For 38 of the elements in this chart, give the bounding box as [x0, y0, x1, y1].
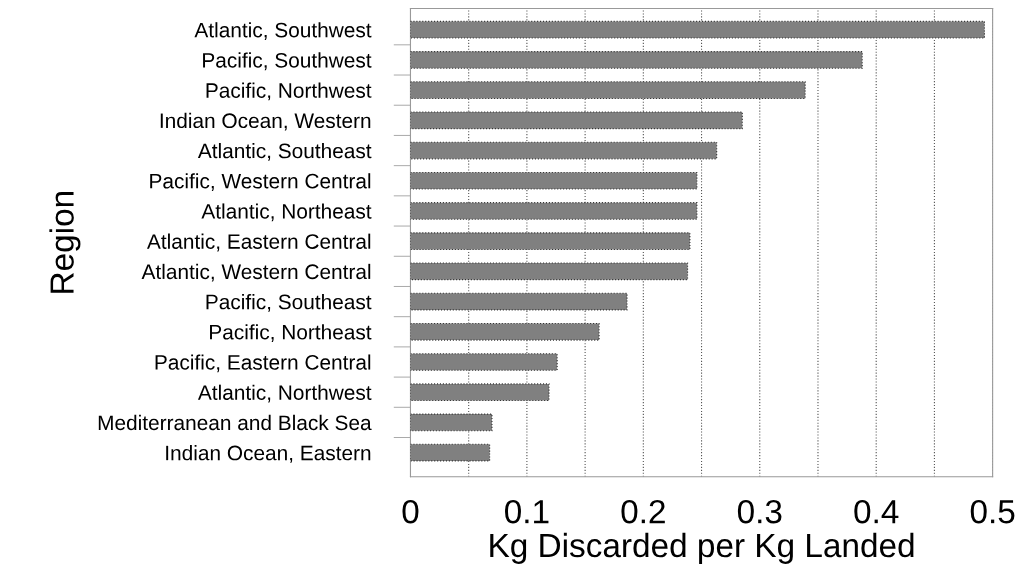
bar [410, 51, 863, 69]
y-tick-label: Pacific, Southeast [206, 294, 372, 312]
bar [410, 292, 628, 311]
y-tick-label: Indian Ocean, Eastern [166, 445, 371, 463]
x-tick-label: 0.4 [854, 499, 899, 524]
x-tick-label: 0.5 [970, 499, 1015, 524]
x-tick-label: 0.3 [737, 499, 782, 524]
x-tick-label: 0.1 [505, 499, 549, 524]
y-tick-label: Mediterranean and Black Sea [98, 414, 372, 431]
bar [410, 141, 718, 160]
y-tick-label: Pacific, Western Central [150, 173, 371, 191]
bar [410, 171, 698, 190]
bar [410, 81, 806, 99]
bar [410, 111, 743, 130]
x-tick-label: 0.2 [621, 499, 665, 524]
y-tick-label: Atlantic, Northwest [197, 384, 372, 403]
y-tick-label: Indian Ocean, Western [160, 112, 371, 131]
bar [410, 383, 550, 402]
bar [410, 443, 491, 462]
bar [410, 413, 493, 432]
x-tick-label: 0 [402, 499, 419, 524]
y-tick-label: Pacific, Southwest [203, 52, 372, 71]
bar [410, 353, 558, 371]
y-tick-label: Atlantic, Northeast [201, 203, 372, 222]
y-tick-label: Atlantic, Eastern Central [146, 233, 371, 252]
y-tick-label: Pacific, Northwest [206, 82, 372, 101]
bar [410, 20, 986, 39]
bar [410, 202, 698, 220]
bar [410, 322, 600, 341]
x-axis-title: Kg Discarded per Kg Landed [490, 532, 914, 564]
y-axis-title: Region [49, 192, 81, 293]
y-tick-label: Pacific, Eastern Central [155, 354, 371, 373]
y-tick-label: Pacific, Northeast [210, 324, 372, 342]
bar [410, 262, 689, 281]
y-tick-label: Atlantic, Southwest [194, 22, 372, 40]
y-tick-label: Atlantic, Southeast [197, 142, 372, 161]
y-tick-label: Atlantic, Western Central [141, 263, 371, 282]
bar [410, 232, 691, 251]
